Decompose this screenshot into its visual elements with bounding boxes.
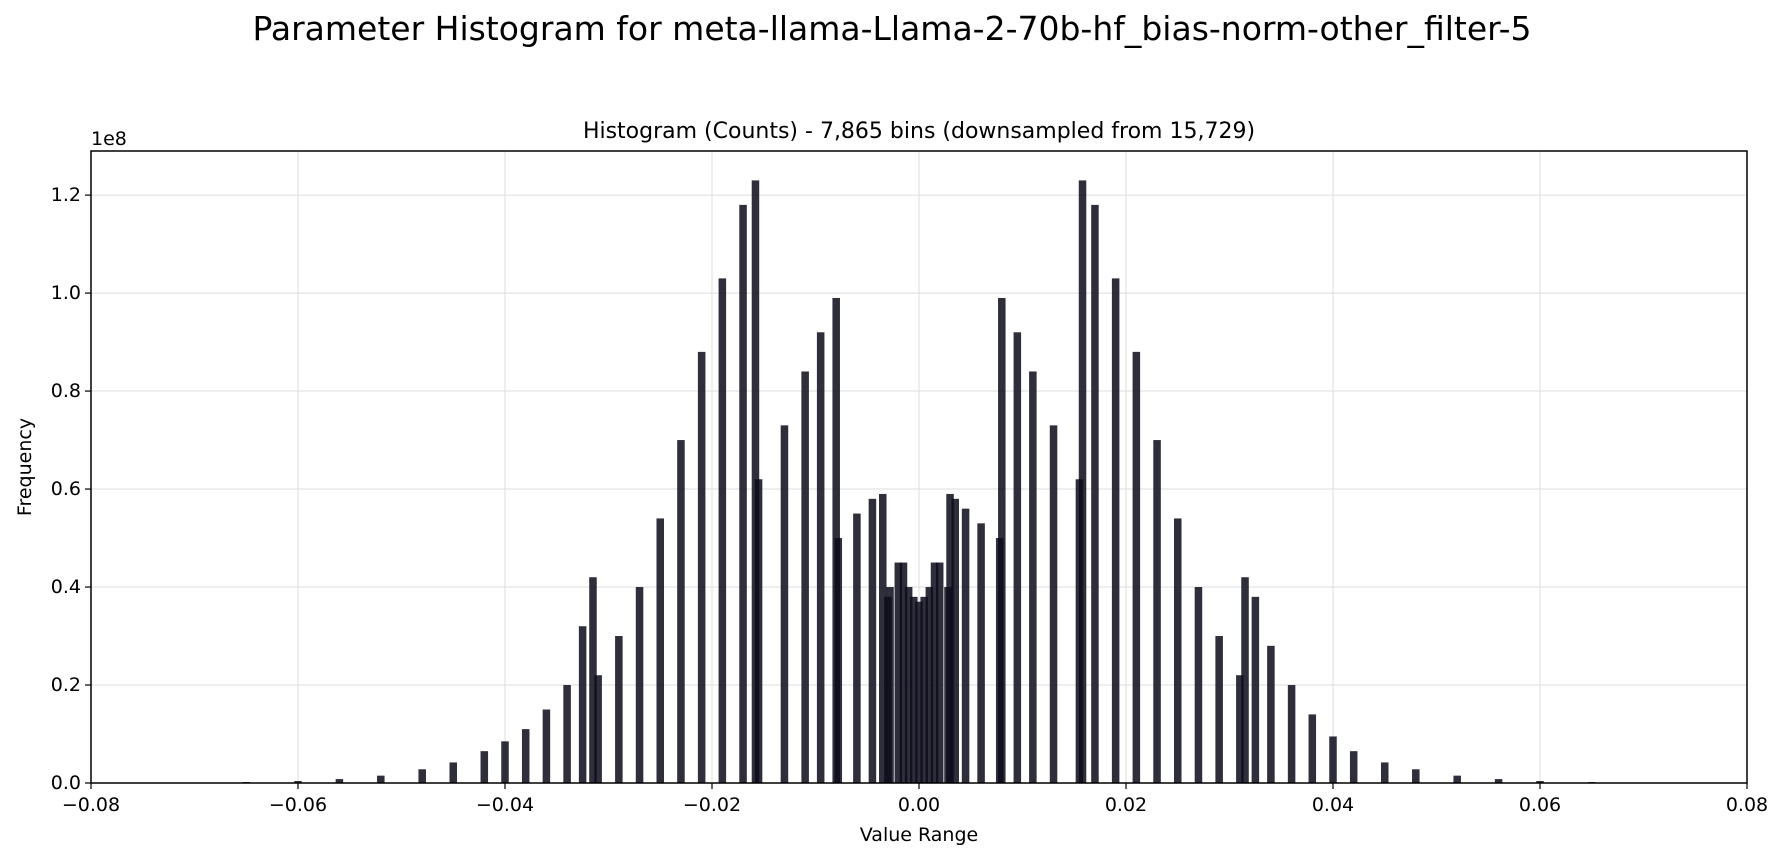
histogram-bar [899, 562, 908, 783]
histogram-bar [1029, 371, 1037, 783]
histogram-bar [739, 204, 747, 783]
chart-subtitle: Histogram (Counts) - 7,865 bins (downsam… [583, 119, 1255, 144]
histogram-bar [589, 577, 597, 783]
y-tick-label: 1.0 [51, 282, 81, 304]
histogram-bar [542, 709, 551, 783]
histogram-bar [635, 587, 644, 783]
x-tick-label: 0.08 [1726, 794, 1768, 816]
histogram-bar [418, 769, 426, 783]
histogram-bar [961, 508, 970, 783]
histogram-bar [834, 538, 843, 783]
x-tick-label: 0.06 [1519, 794, 1561, 816]
histogram-bar [946, 493, 954, 783]
histogram-bar [718, 278, 727, 783]
y-offset-label: 1e8 [91, 128, 127, 150]
histogram-bars [190, 180, 1648, 783]
histogram-bar [1412, 769, 1420, 783]
histogram-bar [521, 729, 530, 783]
histogram-bar [868, 498, 877, 783]
x-tick-label: −0.08 [62, 794, 120, 816]
x-tick-label: −0.04 [476, 794, 534, 816]
x-axis-label: Value Range [860, 824, 978, 846]
histogram-bar [1329, 736, 1337, 783]
histogram-bar [925, 587, 934, 783]
histogram-bar [1132, 351, 1141, 783]
histogram-bar [977, 523, 985, 783]
histogram-bar [1091, 204, 1099, 783]
histogram-bar [615, 636, 623, 783]
histogram-bar [1241, 577, 1249, 783]
histogram-bar [1251, 596, 1260, 783]
histogram-bar [1494, 779, 1503, 783]
histogram-bar [1308, 714, 1317, 783]
x-tick-label: 0.04 [1312, 794, 1354, 816]
histogram-bar [449, 762, 458, 783]
histogram-bar [1287, 685, 1296, 783]
histogram-bar [894, 562, 903, 783]
y-tick-label: 0.8 [51, 380, 81, 402]
x-tick-label: 0.02 [1105, 794, 1147, 816]
histogram-bar [1536, 781, 1544, 783]
histogram-bar [915, 601, 923, 783]
histogram-bar [578, 626, 587, 783]
x-tick-label: 0.00 [898, 794, 940, 816]
histogram-bar [780, 425, 789, 783]
histogram-bar [920, 596, 928, 783]
histogram-bar [335, 779, 344, 783]
y-axis-label: Frequency [14, 418, 36, 516]
histogram-bar [1153, 440, 1161, 783]
histogram-bar [1349, 751, 1358, 783]
histogram-bar [697, 351, 706, 783]
y-tick-label: 0.0 [51, 772, 81, 794]
histogram-bar [904, 587, 913, 783]
histogram-bar [1215, 636, 1223, 783]
histogram-bar [1267, 645, 1275, 783]
histogram-bar [886, 587, 894, 783]
histogram-bar [754, 479, 763, 783]
histogram-bar [656, 518, 665, 783]
histogram-bar [1013, 332, 1022, 783]
histogram-bar [1453, 775, 1461, 783]
chart-title: Parameter Histogram for meta-llama-Llama… [252, 9, 1531, 48]
x-tick-label: −0.06 [269, 794, 327, 816]
histogram-bar [1236, 675, 1244, 783]
histogram-bar [816, 332, 825, 783]
histogram-bar [594, 675, 602, 783]
histogram-bar [1194, 587, 1203, 783]
histogram-bar [563, 685, 571, 783]
histogram-bar [677, 440, 685, 783]
x-axis: −0.08 −0.06 −0.04 −0.02 0.00 0.02 0.04 0.06 0.08 [62, 783, 1768, 816]
histogram-bar [501, 741, 509, 783]
y-tick-label: 0.4 [51, 576, 81, 598]
histogram-bar [853, 513, 861, 783]
x-tick-label: −0.02 [683, 794, 741, 816]
y-tick-label: 0.2 [51, 674, 81, 696]
y-tick-label: 1.2 [51, 184, 81, 206]
histogram-bar [951, 498, 959, 783]
histogram-bar [930, 562, 939, 783]
histogram-bar [801, 371, 809, 783]
histogram-bar [879, 493, 887, 783]
histogram-bar [1078, 180, 1087, 783]
histogram-bar [294, 781, 302, 783]
histogram-bar [1173, 518, 1182, 783]
histogram-bar [998, 297, 1006, 783]
histogram-bar [1380, 762, 1389, 783]
y-tick-label: 0.6 [51, 478, 81, 500]
histogram-bar [935, 562, 944, 783]
histogram-bar [1049, 425, 1058, 783]
y-axis: 0.0 0.2 0.4 0.6 0.8 1.0 1.2 [51, 184, 91, 794]
histogram-bar [480, 751, 489, 783]
histogram-bar [1111, 278, 1120, 783]
histogram-bar [377, 775, 385, 783]
histogram-bar [910, 596, 918, 783]
